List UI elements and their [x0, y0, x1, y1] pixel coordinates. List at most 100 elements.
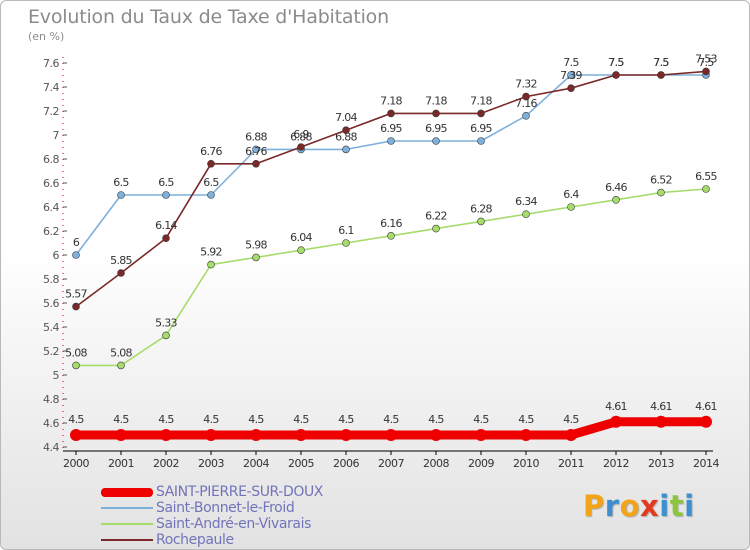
- data-label: 5.08: [110, 346, 132, 359]
- data-point: [207, 191, 215, 199]
- data-label: 6.34: [515, 195, 537, 208]
- data-label: 4.5: [203, 413, 219, 426]
- x-tick-label: 2001: [108, 457, 134, 470]
- data-label: 6.55: [695, 170, 717, 183]
- data-label: 4.5: [158, 413, 174, 426]
- data-label: 7.53: [695, 52, 717, 65]
- data-label: 7.04: [335, 111, 357, 124]
- data-point: [655, 415, 667, 428]
- data-label: 4.61: [650, 400, 672, 413]
- data-label: 7.32: [515, 78, 537, 91]
- legend: SAINT-PIERRE-SUR-DOUX Saint-Bonnet-le-Fr…: [101, 484, 401, 549]
- data-point: [117, 191, 125, 199]
- data-point: [387, 232, 395, 240]
- legend-item: Rochepaule: [101, 532, 401, 549]
- data-point: [522, 112, 530, 120]
- y-tick-label: 5.2: [43, 345, 59, 358]
- data-label: 7.5: [563, 56, 579, 69]
- data-label: 7.5: [653, 56, 669, 69]
- data-point: [657, 71, 665, 79]
- y-tick-label: 4.6: [43, 417, 59, 430]
- data-point: [477, 217, 485, 226]
- data-point: [205, 429, 217, 441]
- data-point: [207, 260, 215, 269]
- data-point: [477, 109, 485, 118]
- data-label: 6.04: [290, 231, 312, 244]
- x-tick-label: 2012: [603, 457, 629, 470]
- data-label: 6.9: [293, 128, 309, 141]
- data-point: [432, 224, 440, 233]
- chart-unit: (en %): [28, 30, 65, 43]
- data-label: 4.5: [113, 413, 129, 426]
- x-tick-label: 2000: [63, 457, 89, 470]
- legend-item: SAINT-PIERRE-SUR-DOUX: [101, 484, 401, 502]
- data-point: [70, 429, 82, 441]
- x-tick-label: 2004: [243, 457, 269, 470]
- legend-label: Saint-André-en-Vivarais: [156, 516, 311, 532]
- data-label: 4.5: [518, 413, 534, 426]
- data-label: 4.5: [473, 413, 489, 426]
- logo-letter: i: [659, 489, 670, 523]
- data-label: 4.5: [428, 413, 444, 426]
- data-label: 6.95: [425, 122, 447, 135]
- data-point: [115, 429, 127, 441]
- data-label: 7.18: [470, 94, 492, 107]
- data-point: [72, 251, 80, 259]
- data-label: 6.88: [290, 130, 312, 143]
- x-tick-label: 2003: [198, 457, 224, 470]
- data-label: 4.5: [383, 413, 399, 426]
- data-label: 6.5: [203, 176, 219, 189]
- data-point: [477, 137, 485, 145]
- data-point: [72, 302, 80, 311]
- data-label: 6.52: [650, 174, 672, 187]
- data-label: 6.4: [563, 188, 579, 201]
- x-tick-label: 2011: [558, 457, 584, 470]
- data-label: 4.5: [68, 413, 84, 426]
- data-point: [340, 429, 352, 441]
- data-point: [610, 415, 622, 428]
- y-tick-label: 7.4: [43, 81, 59, 94]
- data-point: [432, 137, 440, 145]
- data-label: 6.95: [470, 122, 492, 135]
- series-line: [75, 188, 707, 367]
- x-tick-label: 2006: [333, 457, 359, 470]
- data-point: [162, 191, 170, 199]
- x-tick-label: 2007: [378, 457, 404, 470]
- chart-title: Evolution du Taux de Taxe d'Habitation: [28, 6, 389, 28]
- data-label: 7.5: [608, 56, 624, 69]
- data-point: [520, 429, 532, 441]
- data-label: 5.85: [110, 254, 132, 267]
- y-tick-label: 6.4: [43, 201, 59, 214]
- data-point: [162, 331, 170, 340]
- logo-letter: r: [604, 489, 620, 523]
- data-label: 5.92: [200, 246, 222, 259]
- y-tick-label: 7.6: [43, 57, 59, 70]
- data-label: 4.5: [248, 413, 264, 426]
- data-label: 7.18: [380, 94, 402, 107]
- data-label: 4.61: [695, 400, 717, 413]
- x-tick-label: 2010: [513, 457, 539, 470]
- data-label: 7.16: [515, 97, 537, 110]
- legend-item: Saint-Bonnet-le-Froid: [101, 500, 401, 518]
- legend-swatch-saint-bonnet: [101, 507, 153, 509]
- y-tick-label: 7.2: [43, 105, 59, 118]
- data-point: [160, 429, 172, 441]
- x-tick-label: 2002: [153, 457, 179, 470]
- logo-letter: P: [583, 489, 605, 523]
- data-point: [252, 253, 260, 262]
- data-point: [522, 210, 530, 218]
- data-label: 6.1: [338, 224, 353, 237]
- x-tick-label: 2008: [423, 457, 449, 470]
- logo-letter: o: [619, 489, 641, 523]
- data-point: [117, 361, 125, 370]
- data-label: 7.5: [653, 56, 669, 69]
- y-tick-label: 4.4: [43, 441, 59, 454]
- data-label: 7.5: [608, 56, 624, 69]
- data-point: [297, 246, 305, 254]
- data-label: 6.28: [470, 202, 492, 215]
- data-point: [565, 429, 577, 441]
- data-point: [430, 429, 442, 441]
- y-tick-label: 5.4: [43, 321, 59, 334]
- data-label: 6.88: [335, 130, 357, 143]
